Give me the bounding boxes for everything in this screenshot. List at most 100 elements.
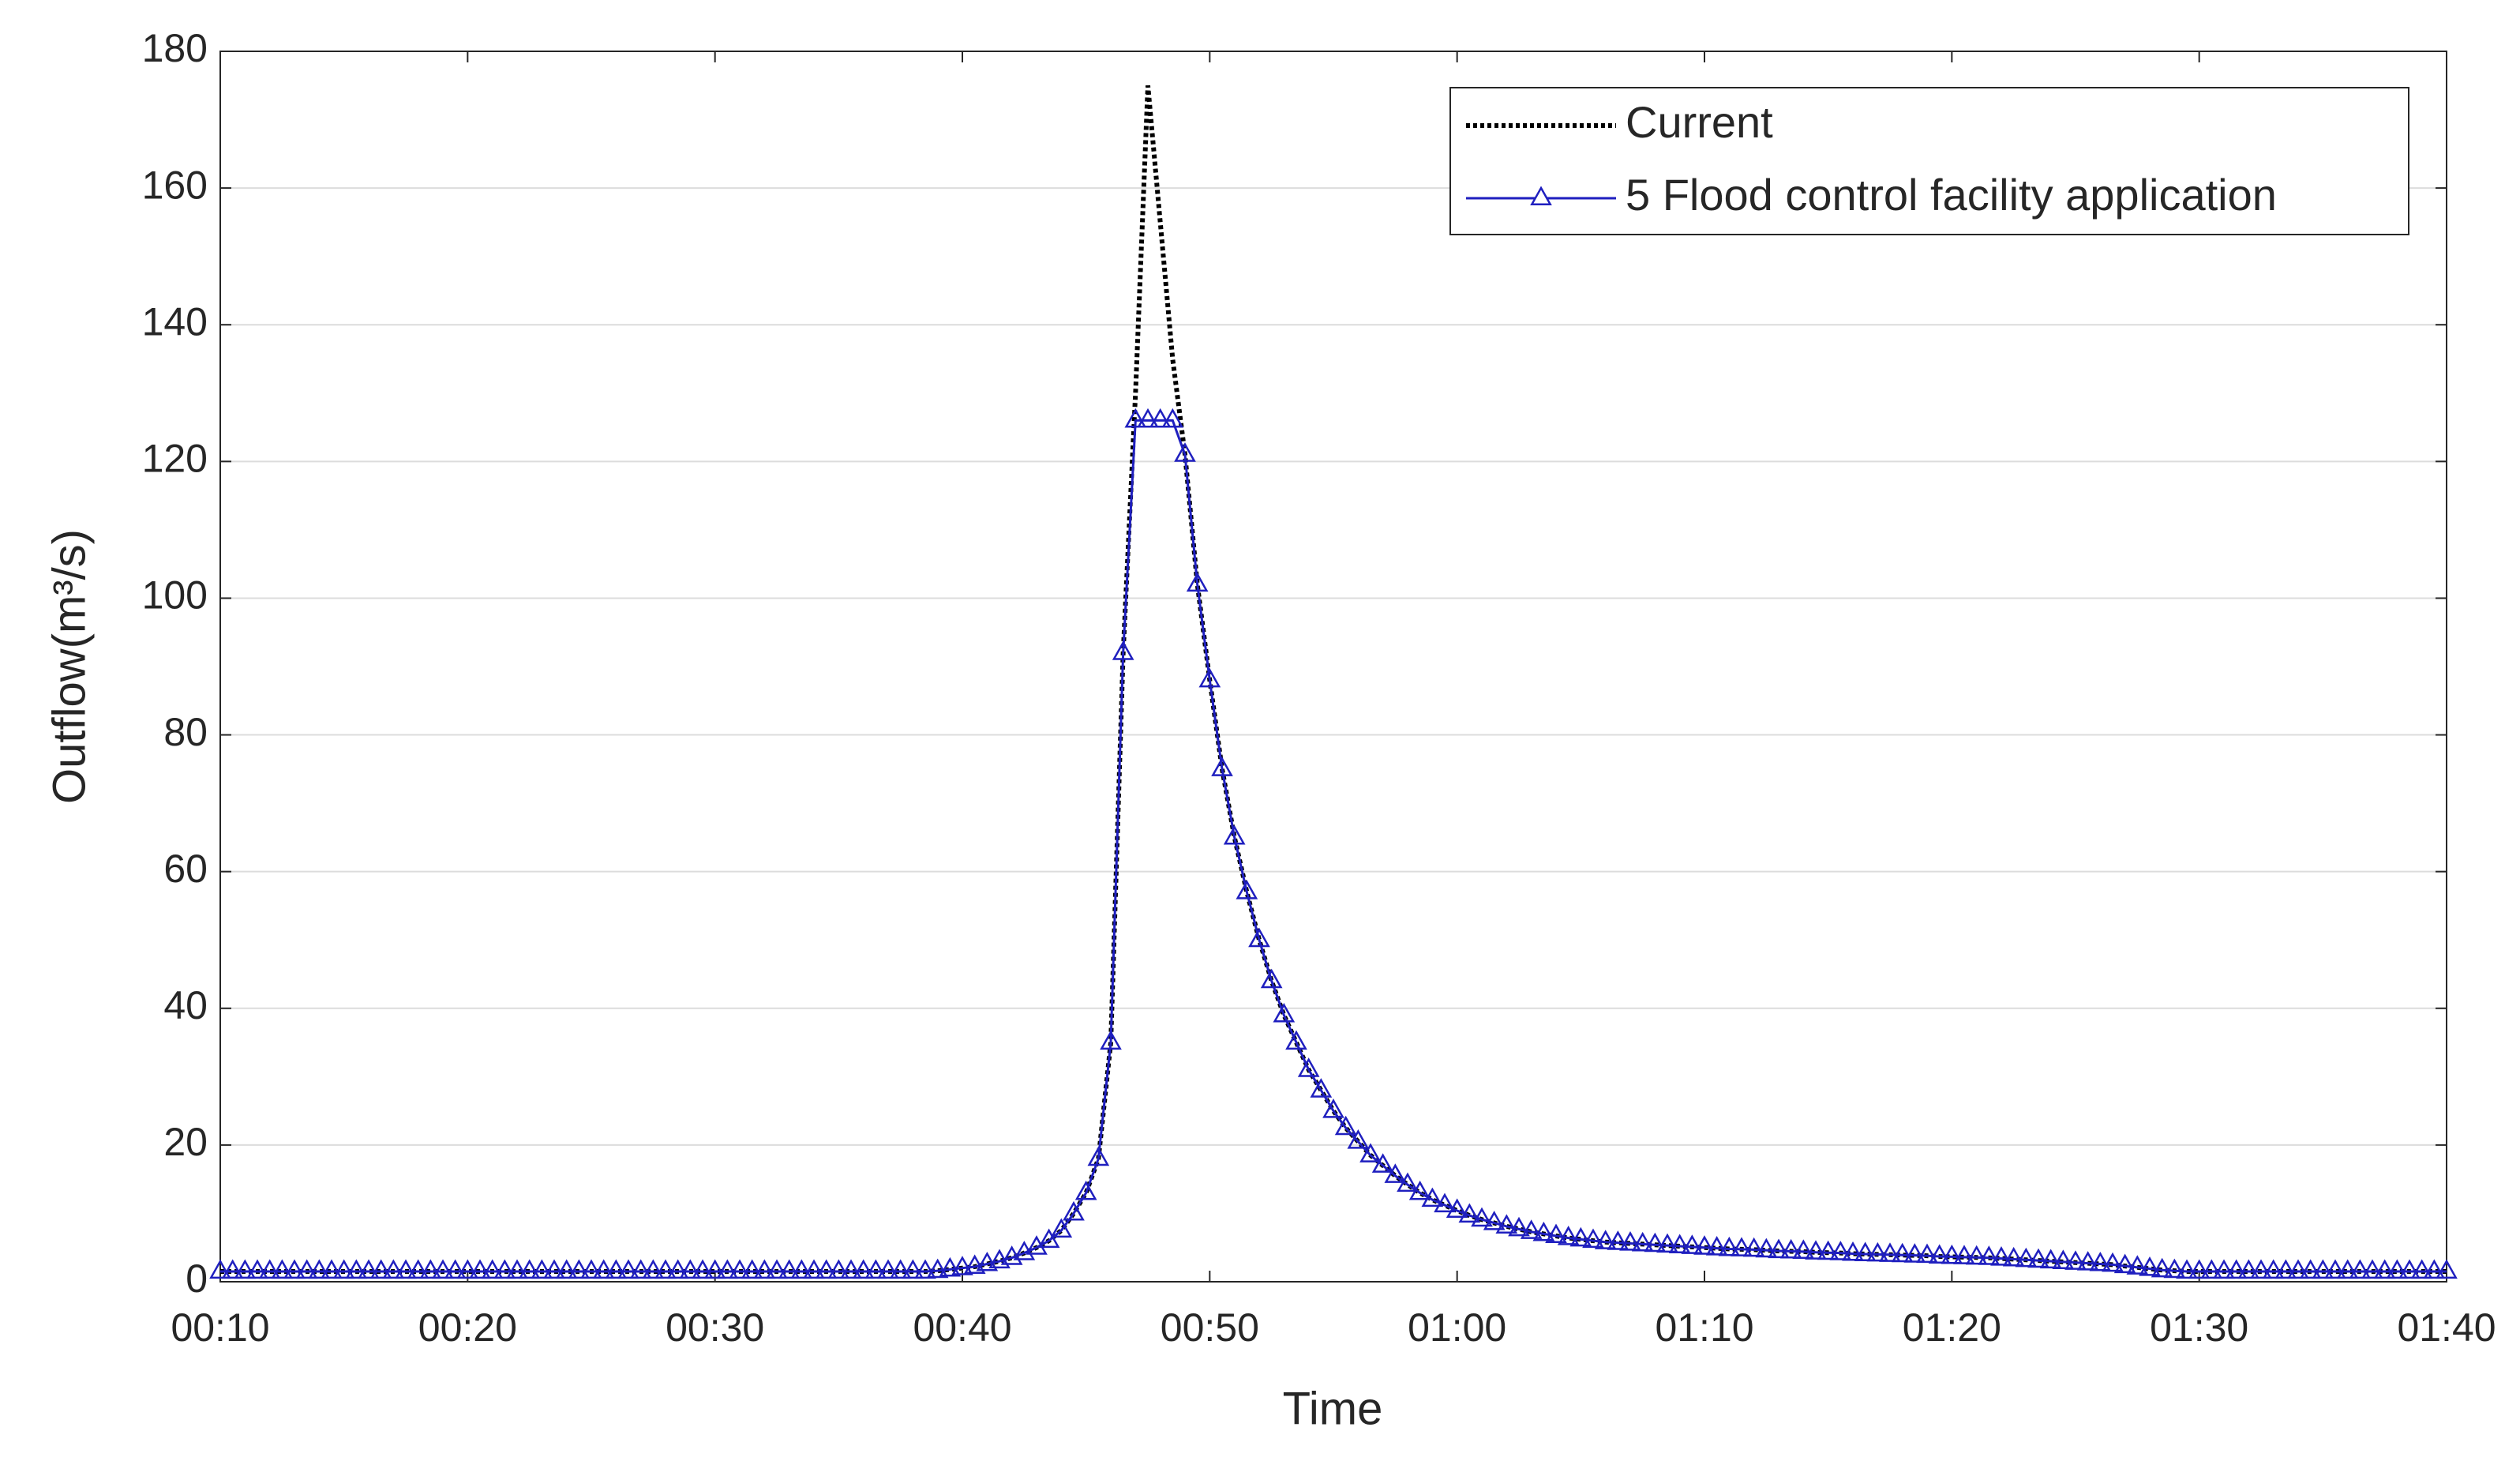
data-point: [1619, 1230, 1641, 1251]
data-point: [531, 1259, 553, 1279]
data-point: [1074, 1180, 1097, 1200]
data-point: [1953, 1245, 1975, 1264]
data-point: [234, 1259, 257, 1279]
data-point: [790, 1259, 813, 1279]
data-point: [1037, 1228, 1060, 1249]
data-point: [1408, 1180, 1431, 1200]
data-point: [2002, 1246, 2025, 1267]
data-point: [1582, 1228, 1604, 1249]
data-point: [716, 1259, 739, 1279]
y-tick-label: 120: [142, 437, 208, 481]
data-point: [1050, 1218, 1073, 1238]
data-point: [1137, 408, 1159, 428]
data-point: [1866, 1241, 1889, 1262]
data-point: [1508, 1216, 1530, 1237]
data-point: [283, 1259, 306, 1279]
data-point: [1545, 1223, 1567, 1244]
data-point: [221, 1259, 244, 1279]
data-point: [1520, 1219, 1543, 1239]
data-point: [2324, 1259, 2346, 1279]
data-point: [1347, 1129, 1370, 1149]
data-point: [1211, 757, 1233, 776]
data-point: [642, 1259, 665, 1279]
data-point: [827, 1259, 850, 1279]
y-tick-label: 100: [142, 573, 208, 618]
data-point: [2398, 1259, 2421, 1279]
data-point: [1322, 1099, 1344, 1118]
data-point: [1829, 1241, 1852, 1260]
data-point: [1186, 572, 1209, 592]
data-point: [2188, 1259, 2211, 1279]
x-axis-title: Time: [1283, 1383, 1383, 1434]
data-point: [1458, 1203, 1481, 1223]
data-point: [382, 1259, 405, 1279]
data-point: [2064, 1250, 2087, 1270]
data-point: [2015, 1247, 2038, 1268]
data-point: [2386, 1259, 2409, 1279]
data-point: [2052, 1249, 2075, 1269]
data-point: [2126, 1255, 2149, 1275]
data-point: [1928, 1244, 1951, 1264]
data-point: [2163, 1258, 2186, 1279]
data-point: [358, 1259, 380, 1279]
data-point: [1236, 880, 1258, 900]
data-point: [444, 1259, 467, 1279]
data-point: [555, 1259, 578, 1279]
data-point: [1755, 1238, 1778, 1258]
data-point: [1768, 1238, 1790, 1259]
data-point: [963, 1254, 986, 1275]
data-point: [2361, 1259, 2383, 1279]
data-point: [803, 1259, 825, 1279]
data-point: [2076, 1251, 2099, 1271]
data-point: [1063, 1200, 1085, 1221]
x-tick-label: 01:30: [2150, 1305, 2248, 1350]
data-point: [1644, 1232, 1667, 1253]
data-point: [605, 1259, 628, 1279]
data-point: [1805, 1240, 1827, 1260]
data-point: [1359, 1143, 1382, 1162]
data-point: [1941, 1244, 1963, 1264]
data-point: [518, 1259, 541, 1279]
data-point: [2436, 1259, 2458, 1279]
data-point: [2250, 1259, 2272, 1279]
data-point: [988, 1249, 1011, 1269]
data-point: [1693, 1235, 1716, 1255]
data-point: [1087, 1146, 1110, 1166]
data-point: [1656, 1233, 1678, 1253]
y-tick-label: 80: [163, 710, 208, 754]
data-point: [1384, 1163, 1407, 1183]
data-point: [295, 1259, 318, 1279]
data-point: [729, 1259, 751, 1279]
data-point: [332, 1259, 355, 1279]
data-point: [692, 1259, 714, 1279]
data-point: [766, 1259, 788, 1279]
data-point: [2113, 1253, 2136, 1274]
data-point: [1965, 1245, 1988, 1265]
data-point: [1718, 1236, 1741, 1256]
data-point: [2349, 1259, 2372, 1279]
y-tick-label: 0: [186, 1256, 208, 1301]
data-point: [271, 1259, 294, 1279]
data-point: [2039, 1249, 2062, 1269]
data-point: [2274, 1259, 2297, 1279]
data-point: [939, 1256, 962, 1277]
data-point: [778, 1259, 801, 1279]
data-point: [877, 1259, 899, 1279]
data-point: [2027, 1248, 2049, 1268]
data-point: [2089, 1251, 2112, 1271]
data-point: [1434, 1192, 1456, 1213]
data-point: [2312, 1259, 2334, 1279]
data-point: [2139, 1256, 2161, 1276]
data-point: [407, 1259, 429, 1279]
data-point: [1223, 824, 1246, 845]
data-point: [864, 1259, 887, 1279]
data-point: [1483, 1211, 1506, 1230]
data-point: [1854, 1241, 1877, 1261]
data-point: [1903, 1243, 1926, 1263]
data-point: [976, 1251, 999, 1271]
data-point: [2287, 1259, 2309, 1279]
data-point: [1742, 1237, 1765, 1257]
data-point: [1260, 968, 1283, 989]
